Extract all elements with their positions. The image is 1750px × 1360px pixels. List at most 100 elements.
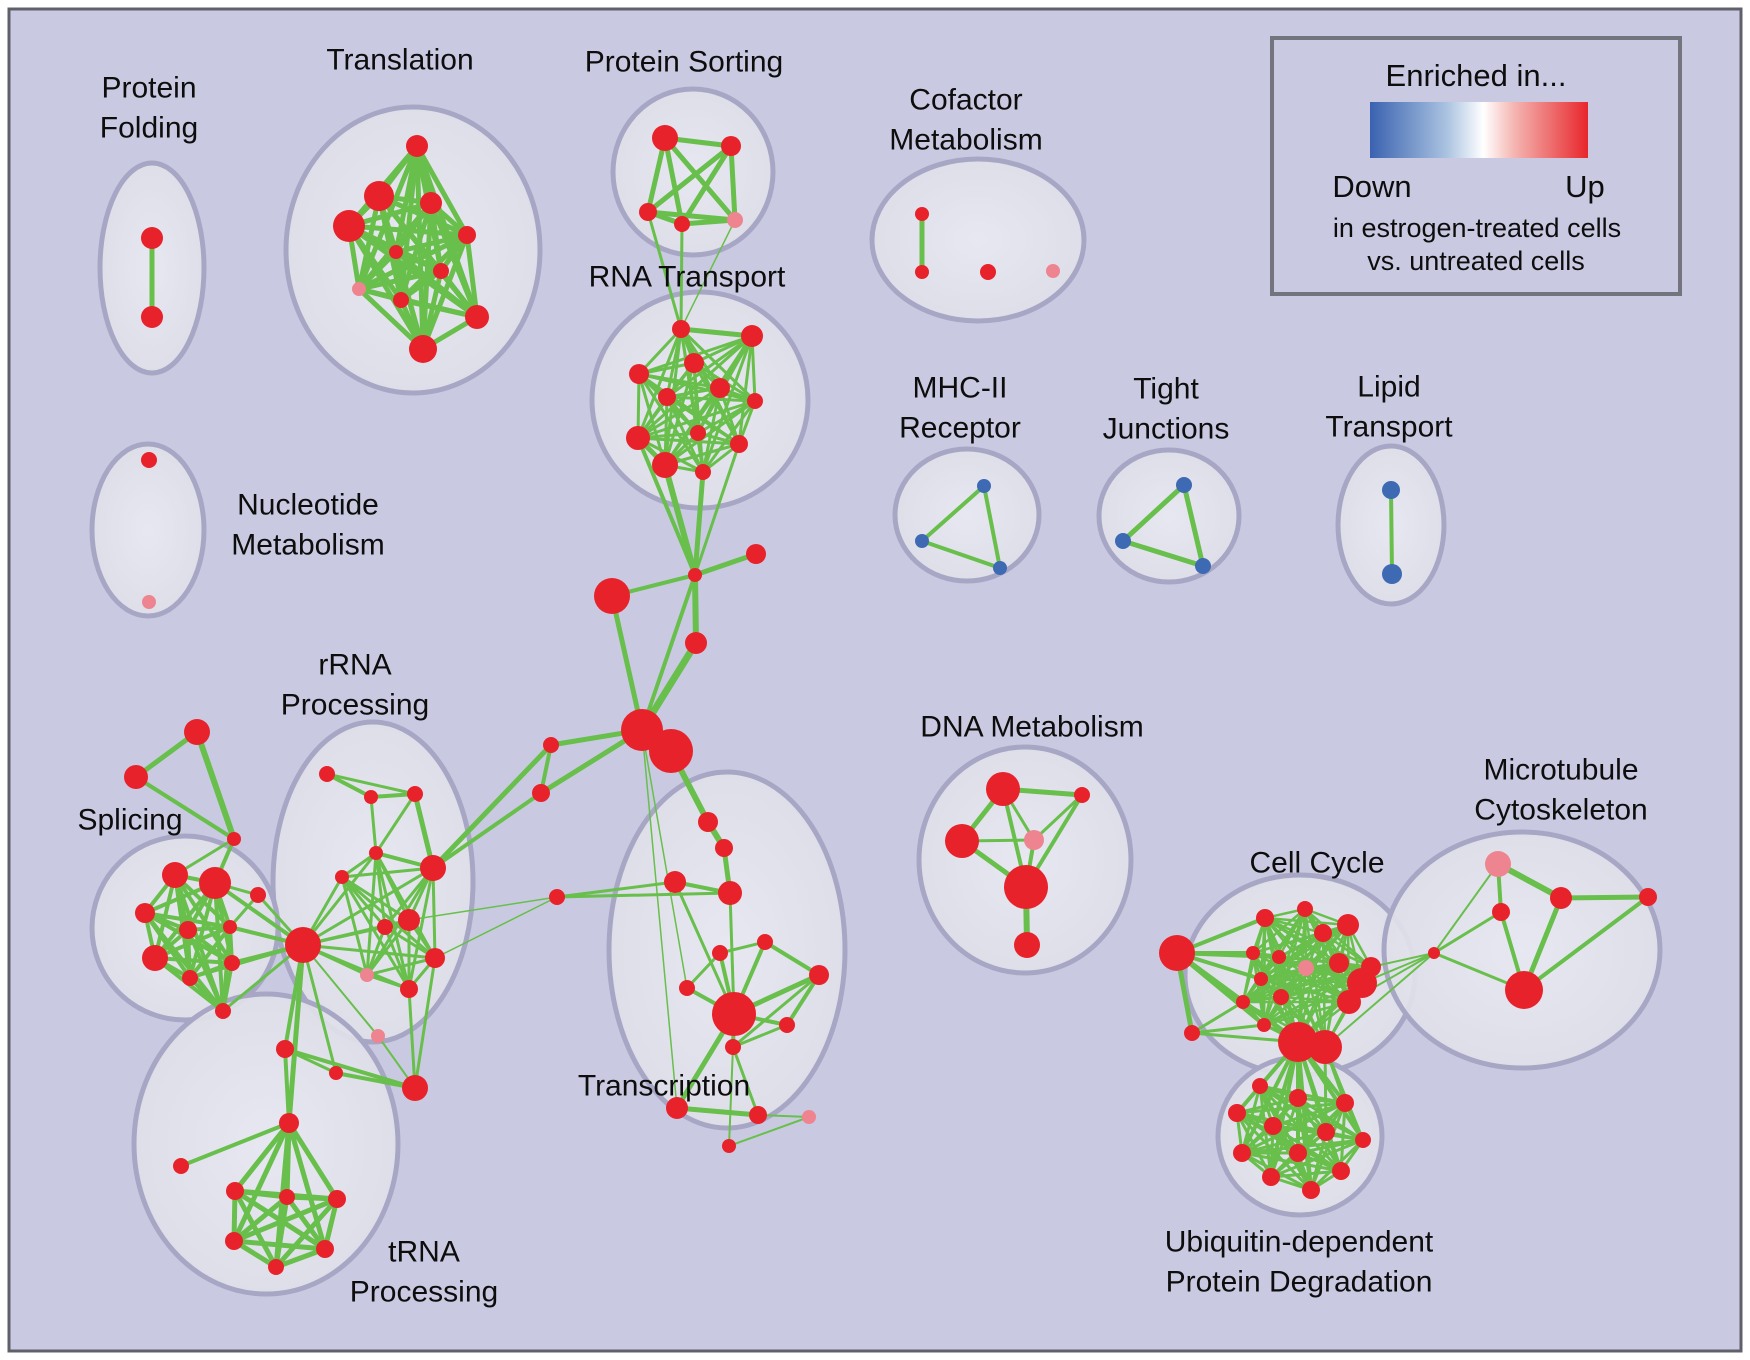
network-node-FR[interactable] <box>1639 888 1657 906</box>
network-node-M2[interactable] <box>402 1075 428 1101</box>
network-node-CC13[interactable] <box>1273 989 1289 1005</box>
network-node-X3[interactable] <box>718 881 742 905</box>
network-node-R2[interactable] <box>684 353 704 373</box>
network-node-C2[interactable] <box>980 264 996 280</box>
network-node-H0[interactable] <box>746 544 766 564</box>
network-node-S12[interactable] <box>250 887 266 903</box>
network-node-N2[interactable] <box>407 786 423 802</box>
network-node-CC1[interactable] <box>1184 1025 1200 1041</box>
network-node-X13[interactable] <box>749 1106 767 1124</box>
network-node-C0[interactable] <box>915 207 929 221</box>
network-node-T6[interactable] <box>433 263 449 279</box>
network-node-CC18[interactable] <box>1308 1030 1342 1064</box>
network-node-X10[interactable] <box>779 1017 795 1033</box>
network-node-S5[interactable] <box>135 903 155 923</box>
network-node-S6[interactable] <box>179 921 197 939</box>
network-node-PS3[interactable] <box>674 216 690 232</box>
network-node-CC0[interactable] <box>1159 935 1195 971</box>
network-node-NU0[interactable] <box>141 452 157 468</box>
network-node-CC17[interactable] <box>1278 1022 1318 1062</box>
network-node-CC12[interactable] <box>1254 972 1268 986</box>
network-node-T9[interactable] <box>465 305 489 329</box>
network-node-N7[interactable] <box>360 968 374 982</box>
network-node-UB7[interactable] <box>1233 1144 1251 1162</box>
network-node-X9[interactable] <box>712 992 756 1036</box>
network-node-U0[interactable] <box>279 1113 299 1133</box>
network-node-R0[interactable] <box>672 320 690 338</box>
network-node-D5[interactable] <box>1014 932 1040 958</box>
network-node-S7[interactable] <box>223 920 237 934</box>
network-node-X12[interactable] <box>666 1097 688 1119</box>
network-node-CC15[interactable] <box>1257 1018 1271 1032</box>
network-node-PS0[interactable] <box>652 125 678 151</box>
network-node-UB6[interactable] <box>1355 1132 1371 1148</box>
network-node-CC8[interactable] <box>1298 960 1314 976</box>
network-node-NU1[interactable] <box>142 595 156 609</box>
network-node-U6[interactable] <box>316 1240 334 1258</box>
network-node-H5[interactable] <box>649 729 693 773</box>
network-node-CC16[interactable] <box>1337 990 1361 1014</box>
network-node-U3[interactable] <box>279 1189 295 1205</box>
network-node-S10[interactable] <box>224 955 240 971</box>
network-node-UB0[interactable] <box>1252 1078 1268 1094</box>
network-node-UB9[interactable] <box>1262 1168 1280 1186</box>
network-node-UB4[interactable] <box>1264 1117 1282 1135</box>
network-node-T2[interactable] <box>420 192 442 214</box>
network-node-CC2[interactable] <box>1256 909 1274 927</box>
network-node-PS2[interactable] <box>639 203 657 221</box>
network-node-R4[interactable] <box>658 388 676 406</box>
network-node-MT2[interactable] <box>1492 903 1510 921</box>
network-node-PS1[interactable] <box>721 136 741 156</box>
network-node-N6[interactable] <box>285 927 321 963</box>
network-node-S3[interactable] <box>162 862 188 888</box>
network-node-M3[interactable] <box>371 1029 385 1043</box>
network-node-MH0[interactable] <box>977 479 991 493</box>
network-node-UB8[interactable] <box>1289 1144 1307 1162</box>
network-node-T1[interactable] <box>364 181 394 211</box>
network-node-CC5[interactable] <box>1314 924 1332 942</box>
network-node-CC3[interactable] <box>1297 901 1313 917</box>
network-node-T7[interactable] <box>352 282 366 296</box>
network-node-S8[interactable] <box>142 945 168 971</box>
network-node-PS4[interactable] <box>727 212 743 228</box>
network-node-R7[interactable] <box>626 426 650 450</box>
network-node-T5[interactable] <box>389 245 403 259</box>
network-node-U5[interactable] <box>225 1232 243 1250</box>
network-node-N11[interactable] <box>400 980 418 998</box>
network-node-MT4[interactable] <box>1505 971 1543 1009</box>
network-node-H6[interactable] <box>543 737 559 753</box>
network-node-T8[interactable] <box>393 292 409 308</box>
network-node-N0[interactable] <box>319 766 335 782</box>
network-node-D0[interactable] <box>986 772 1020 806</box>
network-node-N5[interactable] <box>335 870 349 884</box>
network-node-X1[interactable] <box>715 839 733 857</box>
network-node-CC14[interactable] <box>1236 995 1250 1009</box>
network-node-C1[interactable] <box>915 265 929 279</box>
network-node-CC7[interactable] <box>1272 950 1286 964</box>
network-node-MT3[interactable] <box>1428 947 1440 959</box>
network-node-X5[interactable] <box>757 934 773 950</box>
network-node-X6[interactable] <box>712 945 728 961</box>
network-node-X2[interactable] <box>664 871 686 893</box>
network-node-UB2[interactable] <box>1336 1094 1354 1112</box>
network-node-X4[interactable] <box>549 889 565 905</box>
network-node-X11[interactable] <box>725 1039 741 1055</box>
network-node-H1[interactable] <box>688 568 702 582</box>
network-node-CC4[interactable] <box>1337 914 1359 936</box>
network-node-R5[interactable] <box>710 378 730 398</box>
network-node-X8[interactable] <box>679 980 695 996</box>
network-node-R1[interactable] <box>741 325 763 347</box>
network-node-R10[interactable] <box>652 452 678 478</box>
network-node-CC9[interactable] <box>1329 953 1349 973</box>
network-node-N4[interactable] <box>420 855 446 881</box>
network-node-T0[interactable] <box>406 135 428 157</box>
network-node-CC11[interactable] <box>1347 968 1377 998</box>
network-node-S9[interactable] <box>182 970 198 986</box>
network-node-S4[interactable] <box>199 867 231 899</box>
network-node-S1[interactable] <box>124 765 148 789</box>
network-node-R6[interactable] <box>747 393 763 409</box>
network-node-C3[interactable] <box>1046 264 1060 278</box>
network-node-R8[interactable] <box>690 425 706 441</box>
network-node-R3[interactable] <box>629 364 649 384</box>
network-node-T10[interactable] <box>409 335 437 363</box>
